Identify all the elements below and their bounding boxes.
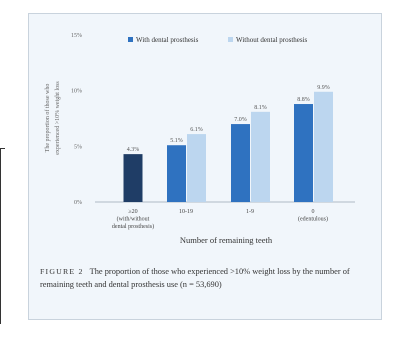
data-label: 8.1% bbox=[254, 105, 267, 111]
data-label: 8.8% bbox=[297, 97, 310, 103]
caption-text: The proportion of those who experienced … bbox=[40, 267, 350, 289]
data-label: 6.1% bbox=[190, 127, 203, 133]
y-axis-title: experienced >10% weight loss bbox=[55, 81, 61, 155]
legend-label-without: Without dental prosthesis bbox=[236, 36, 308, 44]
y-tick-label: 0% bbox=[74, 200, 82, 206]
legend-swatch-with bbox=[128, 37, 133, 42]
data-label: 5.1% bbox=[170, 138, 183, 144]
y-tick-label: 5% bbox=[74, 144, 82, 150]
y-axis-title: The proportion of those who bbox=[44, 84, 51, 153]
x-tick-label: 10-19 bbox=[179, 209, 193, 215]
legend-label-with: With dental prosthesis bbox=[136, 36, 199, 44]
page-edge-rule bbox=[0, 148, 5, 324]
x-tick-label: (edentulous) bbox=[298, 216, 328, 223]
bar-with-prosthesis bbox=[231, 124, 250, 202]
data-label: 7.0% bbox=[234, 117, 247, 123]
x-tick-label: 0 bbox=[312, 209, 315, 215]
y-tick-label: 10% bbox=[71, 89, 82, 95]
bar-without-prosthesis bbox=[251, 111, 270, 202]
legend-swatch-without bbox=[228, 37, 233, 42]
x-axis-title: Number of remaining teeth bbox=[180, 235, 273, 245]
x-tick-label: ≥20 bbox=[128, 209, 137, 215]
figure-tag: FIGURE 2 bbox=[40, 267, 84, 276]
data-label: 9.9% bbox=[317, 85, 330, 91]
x-tick-label: dental prosthesis) bbox=[112, 223, 154, 230]
x-tick-label: (with/without bbox=[117, 216, 150, 223]
data-label: 4.3% bbox=[127, 147, 140, 153]
bar-without-prosthesis bbox=[187, 134, 206, 202]
x-tick-label: 1-9 bbox=[246, 209, 254, 215]
bar-with-prosthesis bbox=[167, 145, 186, 202]
bar-without-prosthesis bbox=[314, 91, 333, 202]
bar-ge20 bbox=[123, 154, 143, 202]
bar-with-prosthesis bbox=[294, 104, 313, 202]
y-tick-label: 15% bbox=[71, 33, 82, 39]
figure-caption: FIGURE 2 The proportion of those who expe… bbox=[40, 265, 360, 291]
